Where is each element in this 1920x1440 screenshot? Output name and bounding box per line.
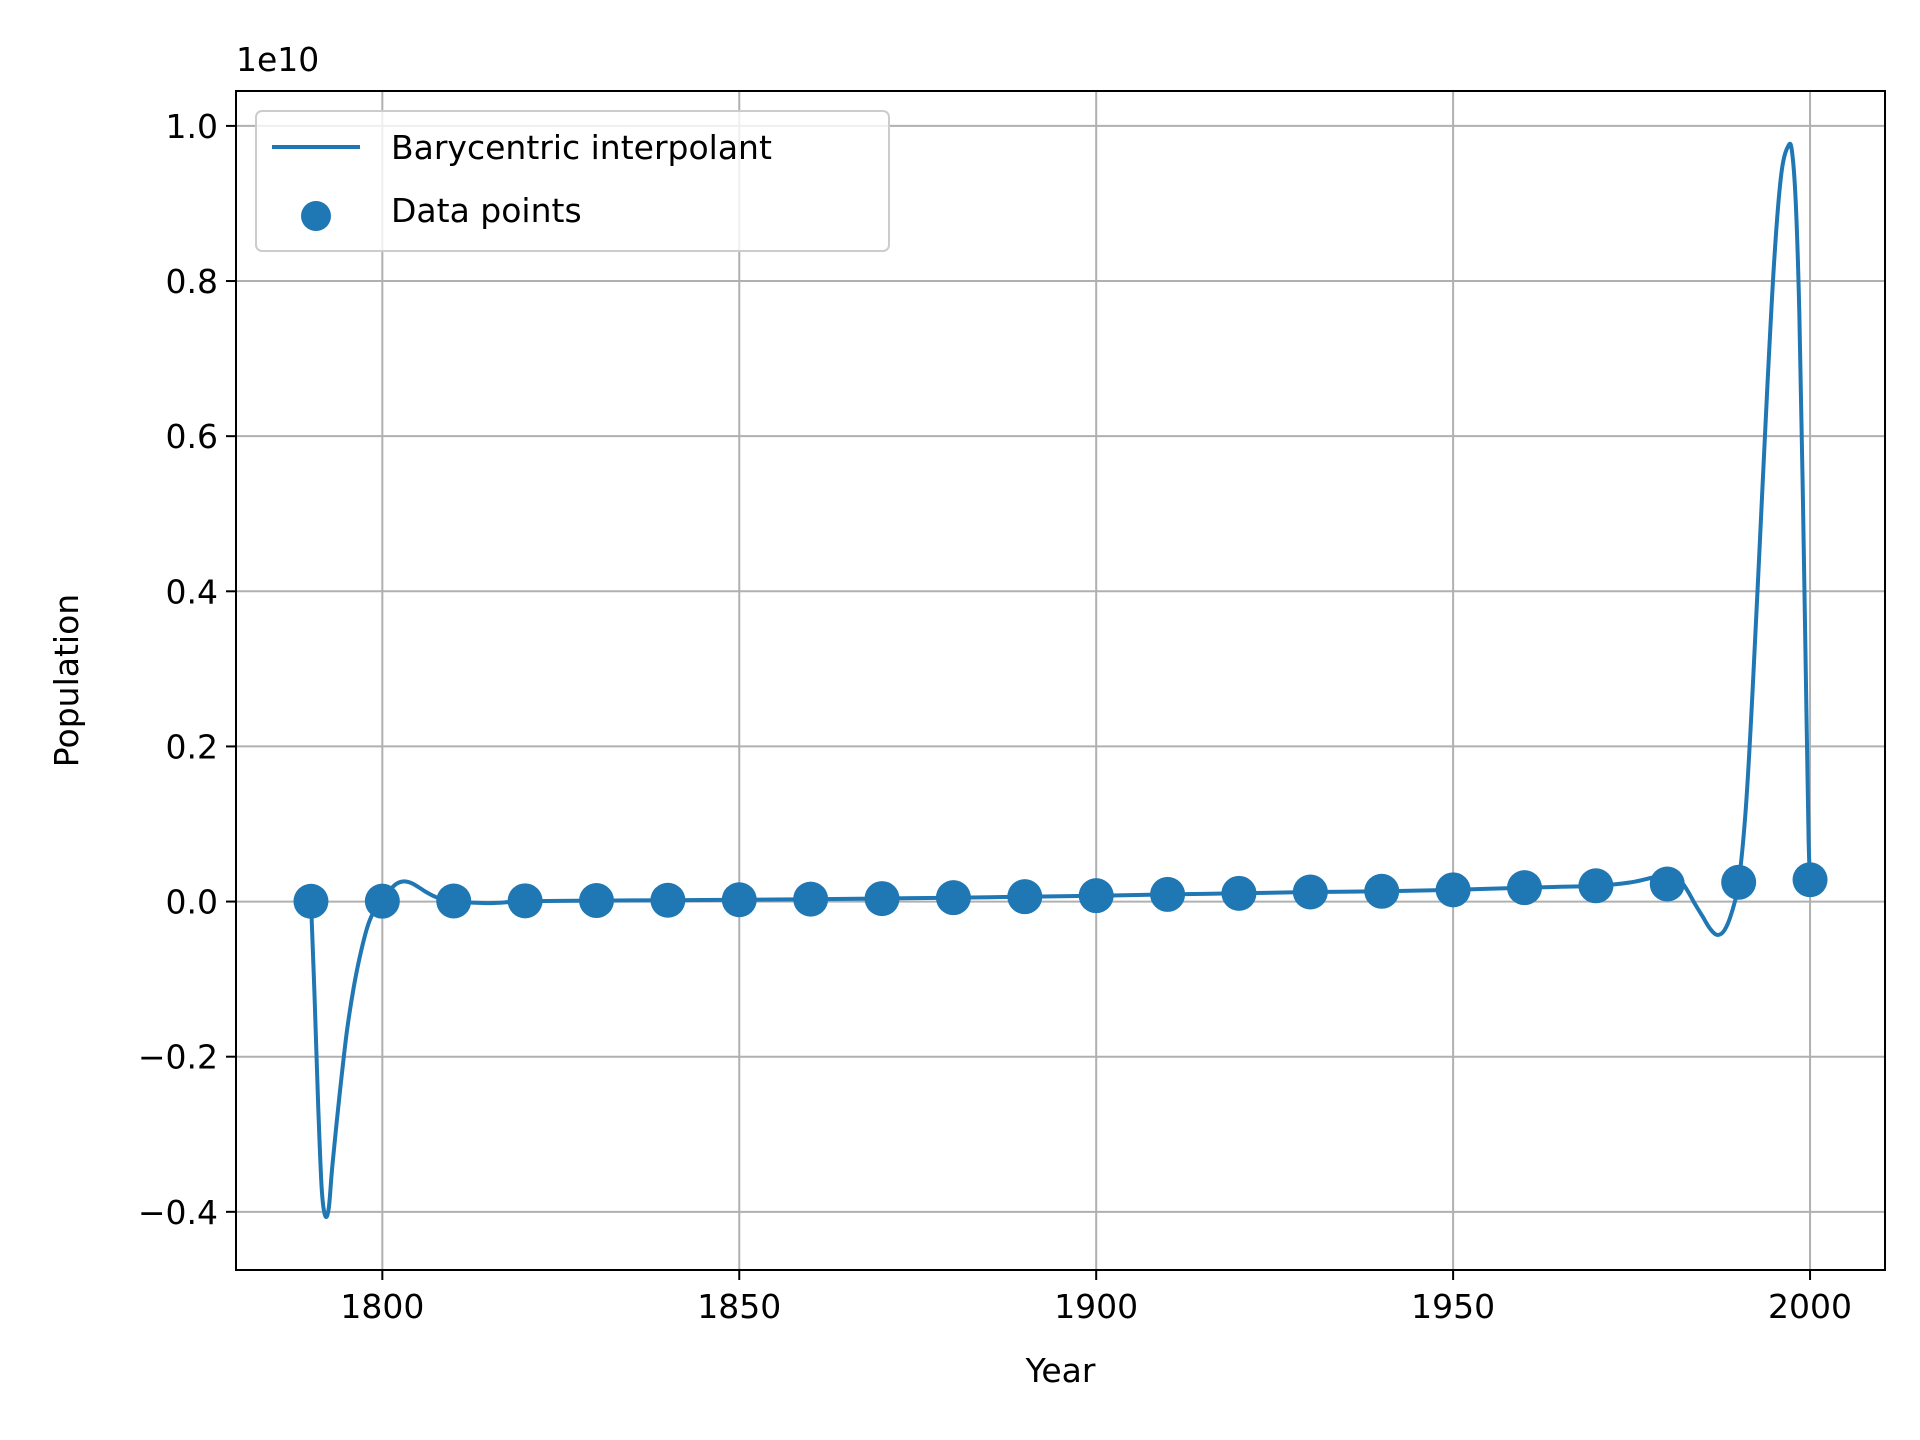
data-point: [1507, 870, 1543, 906]
data-point: [864, 881, 900, 917]
data-point: [1078, 878, 1114, 914]
data-point: [436, 883, 472, 919]
y-axis-label: Population: [47, 594, 86, 767]
data-point: [578, 883, 614, 919]
x-tick-label: 2000: [1768, 1287, 1852, 1326]
data-point: [1364, 873, 1400, 909]
x-axis: 1800 1850 1900 1950 2000: [340, 1270, 1852, 1326]
data-point: [1435, 872, 1471, 908]
data-point: [1292, 874, 1328, 910]
legend-dot-swatch: [301, 201, 331, 231]
data-point: [364, 883, 400, 919]
data-point: [721, 882, 757, 918]
y-tick-label: 0.0: [166, 883, 218, 922]
x-tick-label: 1850: [697, 1287, 781, 1326]
y-tick-label: 0.8: [166, 262, 218, 301]
legend: Barycentric interpolant Data points: [255, 110, 890, 252]
data-point: [507, 883, 543, 919]
x-tick-label: 1800: [340, 1287, 424, 1326]
legend-box: [255, 110, 890, 252]
y-tick-label: 0.4: [166, 572, 218, 611]
data-point: [935, 880, 971, 916]
plot-area: [293, 141, 1828, 1220]
legend-entry-interpolant: Barycentric interpolant: [391, 128, 772, 167]
y-tick-label: 0.6: [166, 417, 218, 456]
data-point: [793, 881, 829, 917]
data-point: [1150, 876, 1186, 912]
x-tick-label: 1900: [1054, 1287, 1138, 1326]
data-point: [650, 882, 686, 918]
x-axis-label: Year: [1025, 1351, 1096, 1390]
y-axis: −0.4 −0.2 0.0 0.2 0.4 0.6 0.8 1.0: [138, 107, 236, 1232]
axes-frame: [235, 90, 1886, 1271]
data-point: [1007, 879, 1043, 915]
data-point: [1792, 862, 1828, 898]
data-point: [293, 883, 329, 919]
data-point: [1649, 866, 1685, 902]
y-offset-label: 1e10: [236, 40, 319, 79]
data-point: [1721, 864, 1757, 900]
data-point: [1578, 868, 1614, 904]
y-tick-label: −0.2: [138, 1038, 218, 1077]
data-point: [1221, 875, 1257, 911]
x-tick-label: 1950: [1411, 1287, 1495, 1326]
legend-entry-data-points: Data points: [391, 191, 582, 230]
y-tick-label: −0.4: [138, 1193, 218, 1232]
y-tick-label: 0.2: [166, 727, 218, 766]
y-tick-label: 1.0: [166, 107, 218, 146]
